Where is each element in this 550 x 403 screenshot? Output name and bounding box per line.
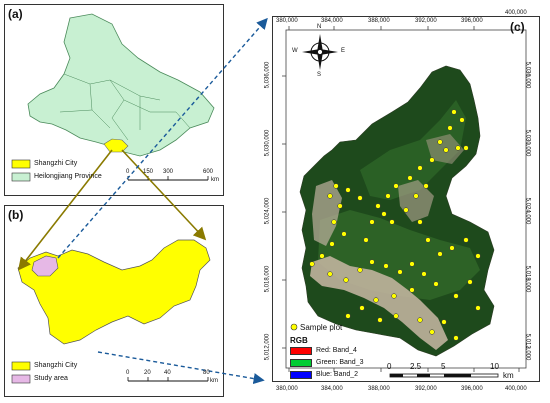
x-tick-bottom-2: 388,000 [368,386,390,392]
sample-plots [309,109,481,341]
panel-b-label: (b) [8,208,24,222]
x-tick-top-0: 380,000 [276,18,298,24]
zoom-arrow-lower [97,351,265,385]
study-area-shape [31,255,59,277]
x-tick-bottom-3: 392,000 [415,386,437,392]
y-tick-left-2: 5,024,000 [264,197,271,225]
panel-c-label: (c) [510,20,525,34]
legend-b-shangzhi: Shangzhi City [34,362,78,369]
legend-red-swatch [290,347,312,355]
scale-a-2: 300 [163,169,174,175]
compass-w: W [292,48,298,54]
scale-b-unit: km [210,378,218,384]
x-tick-top-4: 396,000 [461,18,483,24]
scale-a-3: 600 [203,169,214,175]
scale-b-2: 40 [164,370,171,376]
shangzhi-city-map [17,239,211,345]
compass-s: S [317,72,322,78]
x-tick-top-5: 400,000 [505,10,527,16]
compass-e: E [341,48,346,54]
legend-sample-plot: Sample plot [300,323,343,332]
panel-a-label: (a) [8,7,23,21]
y-tick-right-4: 5,012,000 [524,333,531,361]
scale-b-3: 80 [203,370,210,376]
legend-a-shangzhi: Shangzhi City [34,160,78,167]
scale-c-unit: km [503,371,514,380]
y-tick-right-1: 5,030,000 [524,129,531,157]
legend-red-label: Red: Band_4 [316,347,357,354]
x-tick-bottom-4: 396,000 [461,386,483,392]
x-tick-top-1: 384,000 [321,18,343,24]
scale-c-3: 10 [490,362,499,371]
scale-a-1: 150 [143,169,154,175]
x-tick-bottom-1: 384,000 [321,386,343,392]
scale-bar-a [127,176,209,181]
x-tick-top-3: 392,000 [415,18,437,24]
y-tick-right-0: 5,036,000 [524,61,531,89]
y-tick-right-2: 5,024,000 [524,197,531,225]
y-tick-left-0: 5,036,000 [264,61,271,89]
scale-a-0: 0 [126,169,130,175]
scale-bar-b [127,377,209,382]
heilongjiang-province-shape [27,13,215,157]
scale-c-1: 2.5 [410,362,422,371]
scale-c-0: 0 [387,362,392,371]
scale-a-unit: km [211,177,219,183]
y-tick-left-3: 5,018,000 [264,265,271,293]
scale-c-2: 5 [441,362,446,371]
compass-n: N [317,24,322,30]
scale-b-0: 0 [126,370,130,376]
scale-bar-c [389,373,499,378]
y-tick-left-1: 5,030,000 [264,129,271,157]
x-tick-bottom-0: 380,000 [276,386,298,392]
scale-b-1: 20 [144,370,151,376]
legend-green-swatch [290,359,312,367]
y-tick-left-4: 5,012,000 [264,333,271,361]
x-tick-bottom-5: 400,000 [505,386,527,392]
x-tick-top-2: 388,000 [368,18,390,24]
legend-a-heilongjiang: Heilongjiang Province [34,173,102,180]
legend-rgb-title: RGB [290,336,308,345]
legend-b-study-area: Study area [34,375,68,382]
zoom-arrow-left [18,149,113,271]
zoom-arrow-right [121,149,207,241]
legend-green-label: Green: Band_3 [316,359,364,366]
graticule-ticks [282,26,530,372]
legend-blue-swatch [290,371,312,379]
y-tick-right-3: 5,018,000 [524,265,531,293]
compass-rose-icon [302,34,338,70]
zoom-arrow-upper [57,17,268,259]
legend-blue-label: Blue: Band_2 [316,371,359,378]
